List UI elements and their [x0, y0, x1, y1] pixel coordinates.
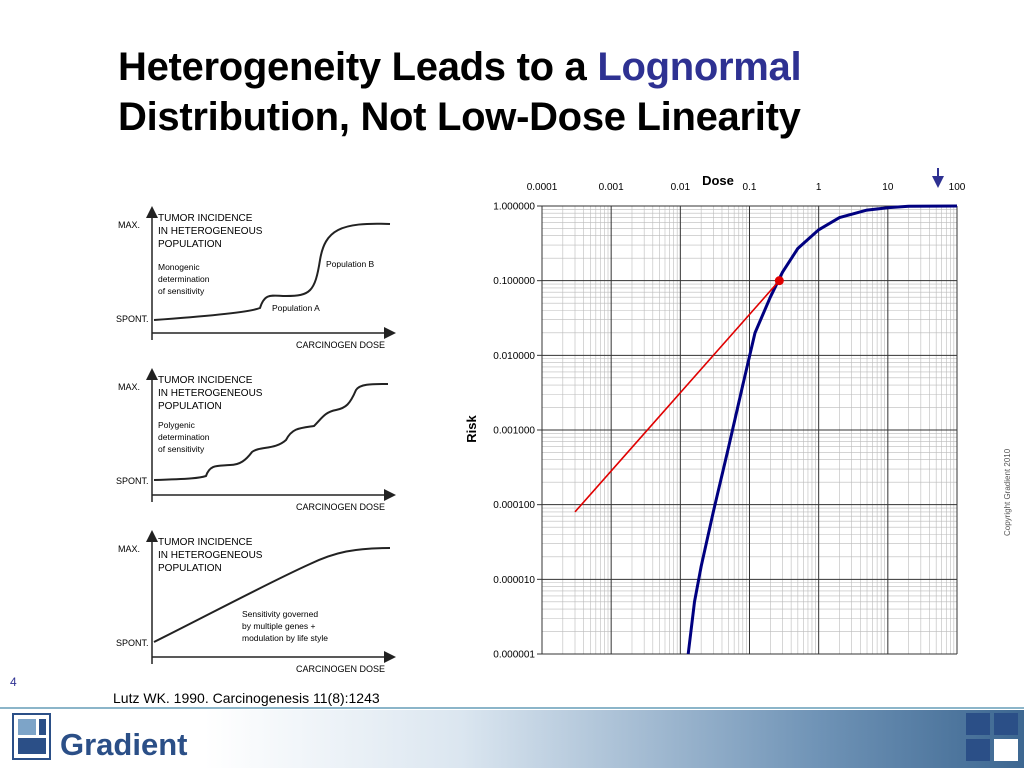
x-tick-label: 0.1: [743, 182, 757, 193]
panel-heading-3: POPULATION: [158, 239, 222, 250]
x-tick-label: 100: [949, 182, 966, 193]
x-tick-labels: 0.0001 0.001 0.01 0.1 1 10 100: [527, 182, 966, 193]
x-tick-label: 0.01: [671, 182, 691, 193]
panel-note-3: modulation by life style: [242, 633, 328, 643]
title-line-2: Distribution, Not Low-Dose Linearity: [118, 95, 801, 139]
panel-note-2: determination: [158, 274, 210, 284]
y-axis-title: Risk: [464, 415, 479, 443]
gradient-logo-icon: [12, 713, 51, 760]
y-tick-label: 0.001000: [493, 426, 535, 437]
citation: Lutz WK. 1990. Carcinogenesis 11(8):1243: [113, 690, 380, 706]
x-tick-label: 1: [816, 182, 822, 193]
brand-name: Gradient: [60, 727, 188, 762]
panel-heading-3: POPULATION: [158, 563, 222, 574]
panel-heading-1: TUMOR INCIDENCE: [158, 537, 253, 548]
page-number: 4: [10, 675, 17, 689]
panel-note-1: Sensitivity governed: [242, 609, 318, 619]
panel-multigene: MAX. SPONT. TUMOR INCIDENCE IN HETEROGEN…: [116, 530, 396, 674]
panel-note-1: Polygenic: [158, 420, 196, 430]
x-tick-label: 0.001: [599, 182, 624, 193]
intersection-point: [774, 276, 784, 286]
y-tick-label: 1.000000: [493, 202, 535, 213]
y-tick-labels: 0.000001 0.000010 0.000100 0.001000 0.010000…: [493, 202, 535, 661]
panel-heading-3: POPULATION: [158, 401, 222, 412]
corner-grid-icon: [966, 713, 1018, 761]
x-axis-title: Dose: [702, 173, 734, 188]
x-tick-label: 10: [882, 182, 894, 193]
markers-layer: [774, 276, 784, 286]
copyright-note: Copyright Gradient 2010: [1003, 448, 1012, 536]
panel-curve: [153, 222, 391, 321]
lutz-figure: MAX. SPONT. TUMOR INCIDENCE IN HETEROGEN…: [116, 206, 396, 674]
y-tick-label: 0.010000: [493, 351, 535, 362]
y-tick-label: 0.000010: [493, 575, 535, 586]
panel-note-2: by multiple genes +: [242, 621, 316, 631]
panel-curve: [153, 547, 391, 643]
y-tick-label: 0.000100: [493, 500, 535, 511]
panel-note-2: determination: [158, 432, 210, 442]
panel-heading-2: IN HETEROGENEOUS: [158, 550, 263, 561]
panel-ymax: MAX.: [118, 382, 140, 392]
panel-xlabel: CARCINOGEN DOSE: [296, 502, 385, 512]
panel-curve: [153, 383, 389, 481]
panel-ymin: SPONT.: [116, 638, 149, 648]
series-layer: [574, 204, 958, 655]
panel-polygenic: MAX. SPONT. TUMOR INCIDENCE IN HETEROGEN…: [116, 368, 396, 512]
panel-note-3: of sensitivity: [158, 286, 205, 296]
panel-monogenic: MAX. SPONT. TUMOR INCIDENCE IN HETEROGEN…: [116, 206, 396, 350]
population-a-label: Population A: [272, 303, 320, 313]
panel-heading-1: TUMOR INCIDENCE: [158, 375, 253, 386]
title-accent-word: Lognormal: [597, 45, 802, 89]
footer-band: [0, 710, 1024, 768]
footer-divider: [0, 707, 1024, 709]
panel-xlabel: CARCINOGEN DOSE: [296, 664, 385, 674]
panel-heading-2: IN HETEROGENEOUS: [158, 388, 263, 399]
major-grid: [537, 205, 958, 655]
panel-ymax: MAX.: [118, 544, 140, 554]
panel-ymin: SPONT.: [116, 476, 149, 486]
panel-note-3: of sensitivity: [158, 444, 205, 454]
population-b-label: Population B: [326, 259, 375, 269]
linear-extrapolation-line: [574, 280, 780, 513]
panel-heading-1: TUMOR INCIDENCE: [158, 213, 253, 224]
slide-title: Heterogeneity Leads to a Lognormal Distr…: [118, 42, 918, 142]
y-tick-label: 0.100000: [493, 276, 535, 287]
panel-note-1: Monogenic: [158, 262, 200, 272]
dose-risk-chart: 0.0001 0.001 0.01 0.1 1 10 100 0.000001 0.00001…: [464, 168, 966, 661]
panel-xlabel: CARCINOGEN DOSE: [296, 340, 385, 350]
panel-ymax: MAX.: [118, 220, 140, 230]
x-tick-label: 0.0001: [527, 182, 558, 193]
panel-heading-2: IN HETEROGENEOUS: [158, 226, 263, 237]
title-line-1: Heterogeneity Leads to a: [118, 45, 598, 89]
callout-arrow: [932, 168, 944, 188]
y-tick-label: 0.000001: [493, 650, 535, 661]
panel-ymin: SPONT.: [116, 314, 149, 324]
